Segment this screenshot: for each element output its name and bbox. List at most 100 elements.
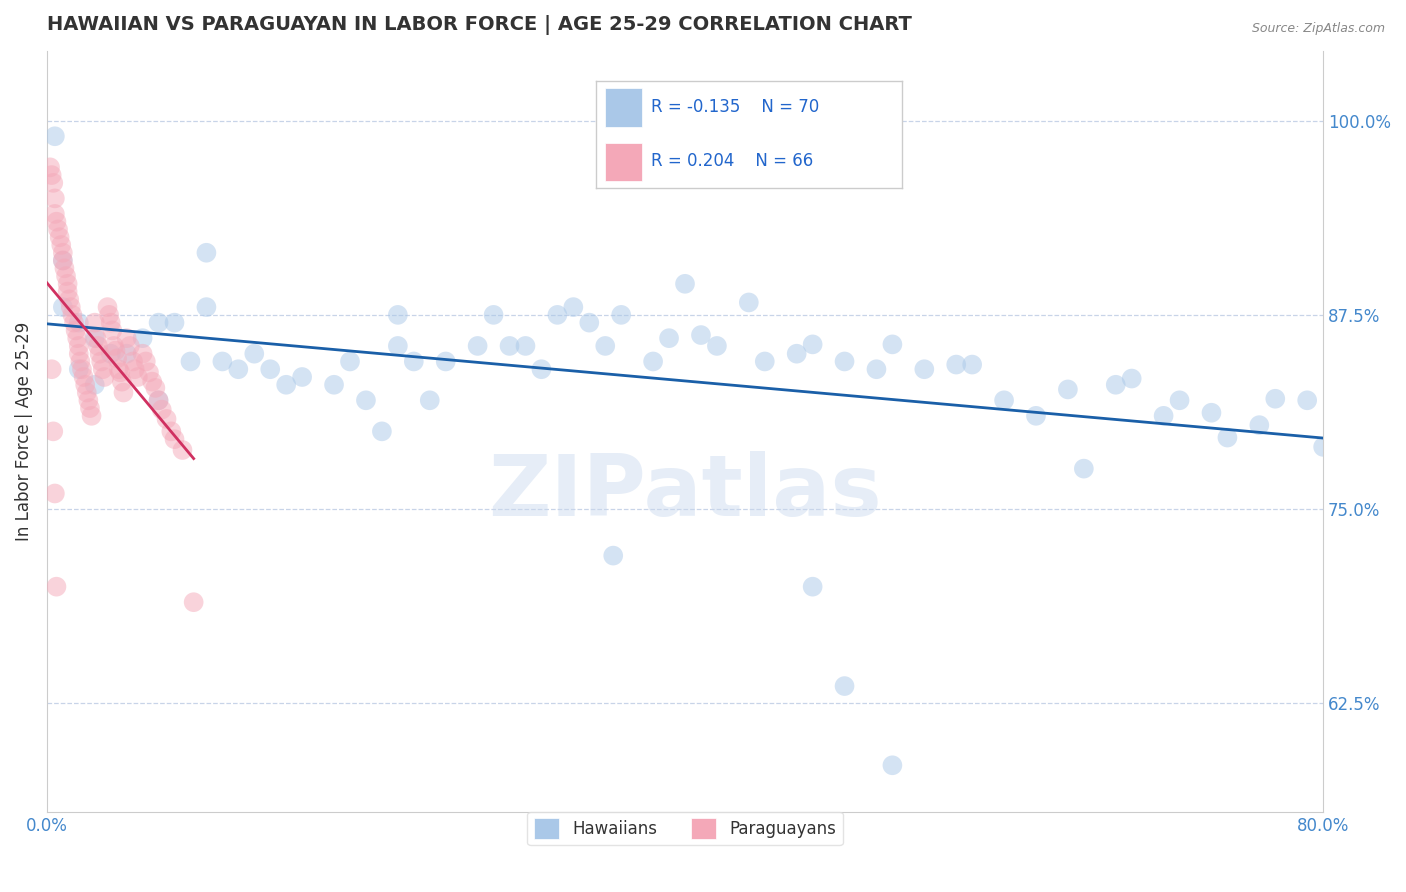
Point [41,362,63,376]
Point [127,370,149,384]
Point [211,354,233,368]
Point [41,168,63,182]
Point [59,300,82,314]
Point [51,238,73,252]
Point [55,268,77,283]
Point [98,308,121,322]
Point [124,362,146,376]
Point [110,365,132,379]
Point [482,308,505,322]
Point [1201,406,1223,420]
Point [643,354,665,368]
Point [228,362,250,376]
Point [141,375,163,389]
Point [76,385,98,400]
Point [77,393,100,408]
Point [1073,461,1095,475]
Point [93,370,115,384]
Point [882,337,904,351]
Point [498,339,520,353]
Point [52,245,75,260]
Point [131,331,153,345]
Point [135,354,157,368]
Point [118,339,141,353]
Point [148,316,170,330]
Point [163,316,186,330]
Point [562,300,585,314]
Point [63,316,86,330]
Point [1312,440,1334,454]
Point [83,316,105,330]
Point [145,381,167,395]
Point [402,354,425,368]
Point [138,365,160,379]
Point [179,354,201,368]
Point [72,370,94,384]
Point [1121,371,1143,385]
Point [80,409,103,423]
Point [91,362,114,376]
Point [44,191,66,205]
Point [67,316,90,330]
Point [107,362,129,376]
Point [150,402,173,417]
Point [323,377,346,392]
Point [100,347,122,361]
Point [602,549,624,563]
Point [45,215,67,229]
Point [163,432,186,446]
Point [593,339,616,353]
Text: Source: ZipAtlas.com: Source: ZipAtlas.com [1251,22,1385,36]
Point [90,354,112,368]
Point [42,176,65,190]
Point [89,347,111,361]
Point [339,354,361,368]
Point [83,331,105,345]
Point [1296,393,1319,408]
Point [834,354,856,368]
Point [101,323,124,337]
Point [83,377,105,392]
Point [1249,418,1271,433]
Point [148,393,170,408]
Point [1264,392,1286,406]
Point [52,253,75,268]
Legend: Hawaiians, Paraguayans: Hawaiians, Paraguayans [527,812,842,846]
Point [387,339,409,353]
Point [546,308,568,322]
Point [44,486,66,500]
Point [690,328,713,343]
Point [1025,409,1047,423]
Point [115,331,138,345]
Point [993,393,1015,408]
Point [259,362,281,376]
Point [69,354,91,368]
Point [46,222,69,236]
Point [155,412,177,426]
Point [387,308,409,322]
Point [673,277,696,291]
Point [104,343,127,358]
Point [172,442,194,457]
Point [160,425,183,439]
Point [65,323,87,337]
Point [105,351,128,366]
Point [419,393,441,408]
Point [67,362,90,376]
Point [70,362,93,376]
Point [243,347,266,361]
Point [103,339,125,353]
Point [738,295,761,310]
Point [48,230,70,244]
Point [1105,377,1128,392]
Point [1216,431,1239,445]
Point [100,316,122,330]
Y-axis label: In Labor Force | Age 25-29: In Labor Force | Age 25-29 [15,322,32,541]
Point [834,679,856,693]
Point [42,425,65,439]
Point [801,580,824,594]
Text: ZIPatlas: ZIPatlas [488,450,882,533]
Point [39,161,62,175]
Point [131,347,153,361]
Point [58,293,80,307]
